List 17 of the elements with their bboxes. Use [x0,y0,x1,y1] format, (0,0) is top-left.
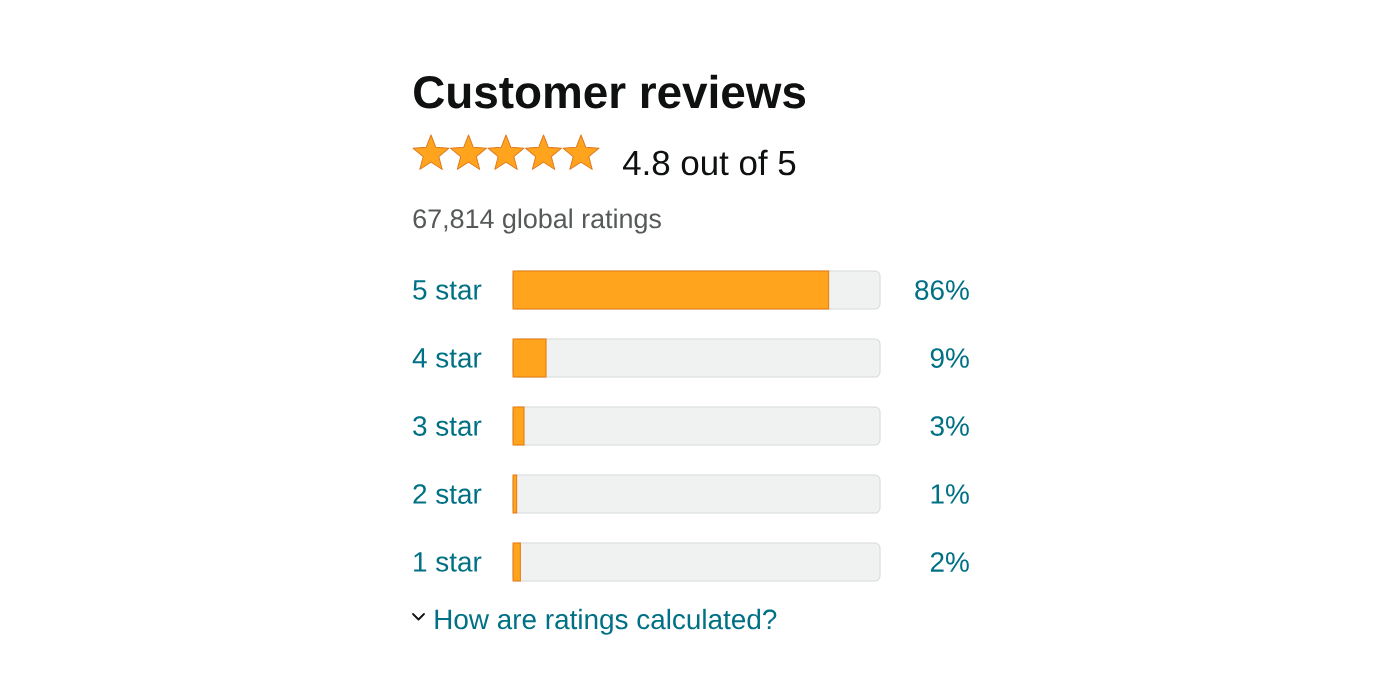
data-label: 1% [931,484,969,504]
y-tick-label: 5 star [413,280,482,300]
bar [512,406,525,446]
bar [512,474,518,514]
y-tick-label: 4 star [412,348,482,368]
text: 4.8 out of 5 [623,149,796,176]
y-tick-label: 3 star [413,416,482,436]
data-label: 86% [915,280,969,300]
data-label: 3% [930,416,969,436]
text: 67,814 global ratings [413,208,661,234]
chart-title: Customer reviews [414,74,806,109]
y-tick-label: 2 star [413,484,482,504]
data-label: 2% [930,552,969,572]
data-label: 9% [930,348,969,368]
text: How are ratings calculated? [435,608,777,635]
bar [512,542,521,582]
y-tick-label: 1 star [414,552,482,572]
